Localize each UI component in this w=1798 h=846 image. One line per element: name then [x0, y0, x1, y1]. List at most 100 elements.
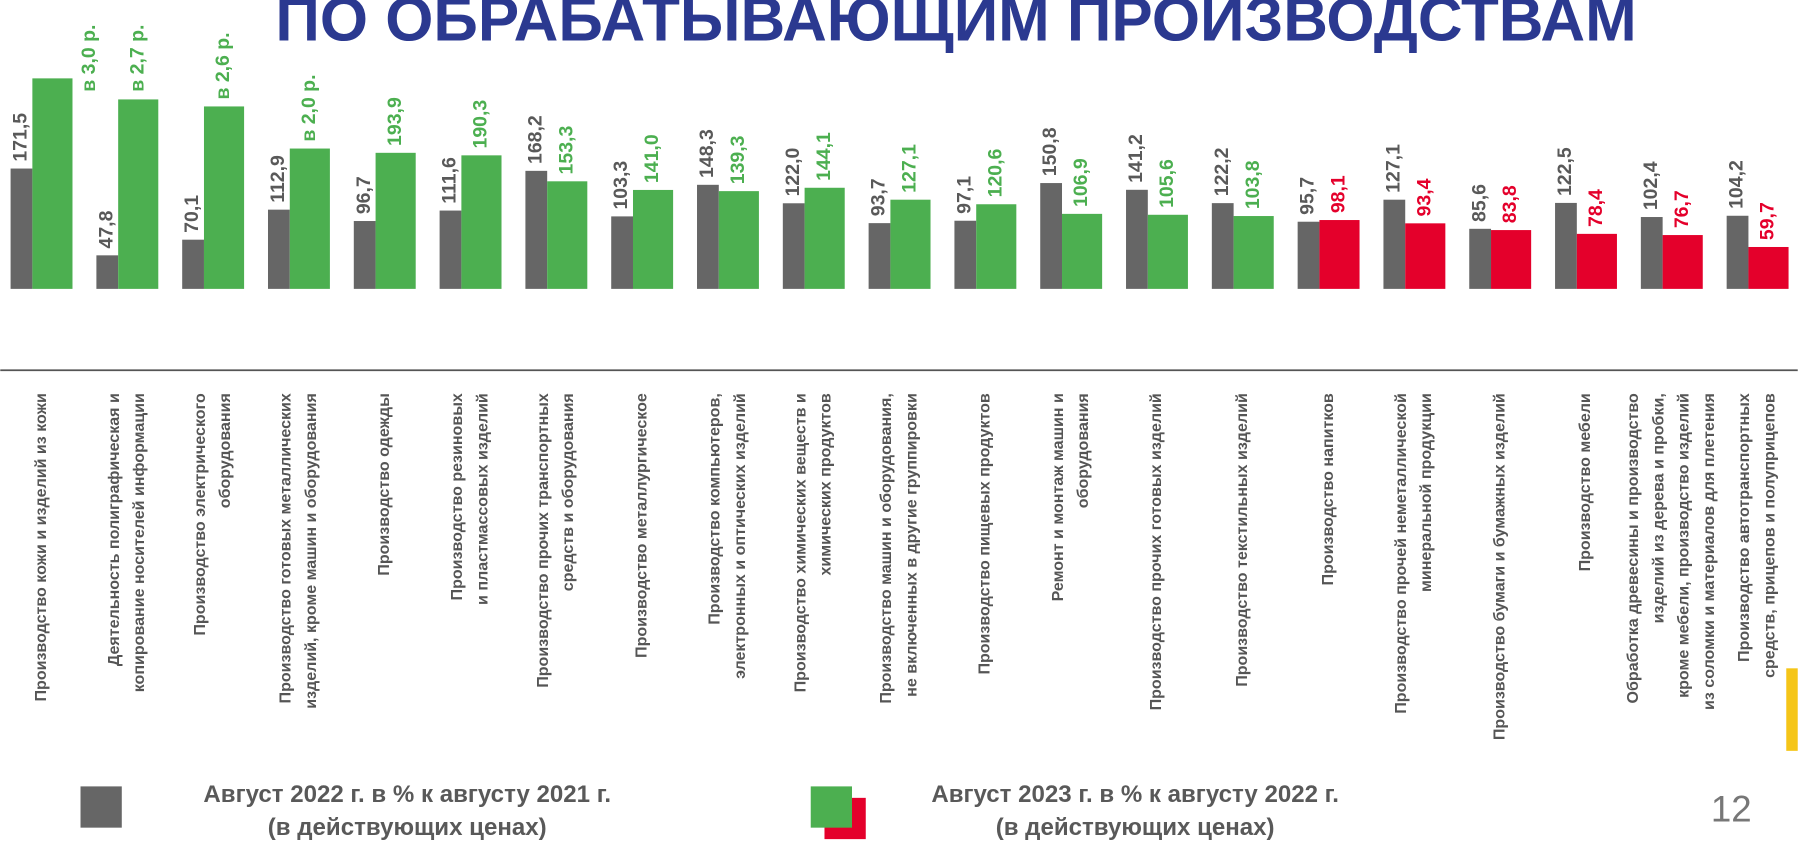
- category-label: средств и оборудования: [559, 393, 577, 591]
- category-label: изделий, кроме машин и оборудования: [302, 393, 320, 709]
- category-label: Производство металлургическое: [632, 393, 650, 658]
- value-label: 103,8: [1242, 160, 1264, 209]
- bar: [267, 209, 290, 289]
- value-label: 120,6: [984, 148, 1006, 197]
- value-label: 106,9: [1070, 158, 1092, 207]
- bar: [375, 152, 416, 289]
- bar: [954, 220, 977, 289]
- category-label: Производство текстильных изделий: [1233, 393, 1251, 687]
- bar: [697, 184, 719, 289]
- bar: [1297, 221, 1320, 289]
- value-label: 112,9: [267, 155, 289, 203]
- category-label: Производство химических веществ и: [791, 393, 809, 692]
- category-label: Производство напитков: [1319, 393, 1337, 585]
- bar: [1383, 199, 1406, 289]
- category-label: кроме мебели, производство изделий: [1675, 393, 1693, 698]
- bar: [890, 199, 931, 289]
- bar: [611, 216, 633, 289]
- value-label: 148,3: [696, 129, 718, 178]
- value-label: 122,5: [1554, 147, 1576, 196]
- bar: [353, 221, 376, 289]
- category-label: Ремонт и монтаж машин и: [1049, 393, 1067, 601]
- category-label: Деятельность полиграфическая и: [105, 393, 123, 666]
- bar: [868, 223, 891, 289]
- category-label: Производство компьютеров,: [706, 393, 724, 625]
- category-label: Производство бумаги и бумажных изделий: [1490, 393, 1508, 740]
- category-label: Производство прочих готовых изделий: [1147, 393, 1165, 710]
- value-label: 97,1: [953, 176, 975, 214]
- category-label: копирование носителей информации: [130, 393, 148, 692]
- value-label: 93,7: [868, 178, 890, 216]
- category-label: из соломки и материалов для плетения: [1700, 393, 1718, 710]
- bar: [1491, 230, 1532, 289]
- value-label: 127,1: [1382, 144, 1404, 193]
- bar: [1147, 214, 1188, 289]
- bar: [1233, 216, 1274, 289]
- category-label: минеральной продукции: [1417, 393, 1435, 592]
- bar: [1062, 213, 1103, 289]
- category-label: Производство одежды: [375, 393, 393, 575]
- category-label: Производство пищевых продуктов: [976, 393, 994, 674]
- category-label: Производство резиновых: [448, 393, 466, 600]
- value-label: в 3,0 р.: [78, 25, 100, 92]
- bar: [632, 189, 674, 289]
- bar: [1640, 217, 1663, 289]
- bar: [96, 255, 119, 289]
- category-label: Обработка древесины и производство: [1624, 393, 1642, 703]
- legend-label: (в действующих ценах): [268, 814, 547, 841]
- value-label: 111,6: [439, 157, 461, 204]
- legend-swatch: [810, 786, 852, 828]
- category-label: Производство электрического: [191, 393, 209, 636]
- bar: [461, 155, 502, 289]
- value-label: 139,3: [727, 135, 749, 184]
- bar: [1319, 220, 1360, 289]
- bar: [718, 191, 759, 289]
- legend-label: (в действующих ценах): [996, 814, 1275, 841]
- value-label: 98,1: [1328, 175, 1350, 213]
- value-label: 47,8: [95, 210, 117, 248]
- bar: [203, 106, 245, 289]
- value-label: 102,4: [1640, 161, 1662, 210]
- category-label: Производство кожи и изделий из кожи: [32, 393, 50, 701]
- value-label: 85,6: [1468, 184, 1490, 222]
- category-label: Производство прочей неметаллической: [1392, 393, 1410, 714]
- bar: [10, 168, 33, 289]
- value-label: 96,7: [353, 176, 375, 214]
- category-label: средств, прицепов и полуприцепов: [1760, 393, 1778, 678]
- bar: [289, 148, 330, 289]
- value-label: в 2,0 р.: [298, 75, 320, 142]
- value-label: 76,7: [1671, 190, 1693, 228]
- value-label: 78,4: [1585, 189, 1607, 227]
- bar: [547, 181, 588, 289]
- value-label: 93,4: [1413, 178, 1435, 216]
- bar: [182, 239, 204, 289]
- category-label: электронных и оптических изделий: [731, 393, 749, 679]
- value-label: 193,9: [384, 97, 406, 146]
- value-label: 122,0: [782, 148, 804, 197]
- value-label: 70,1: [181, 195, 203, 233]
- category-label: оборудования: [1074, 393, 1092, 508]
- bar: [1576, 233, 1617, 289]
- category-label: не включенных в другие группировки: [902, 393, 920, 697]
- category-label: Производство машин и оборудования,: [877, 393, 895, 703]
- value-label: 95,7: [1297, 177, 1319, 215]
- value-label: 127,1: [899, 144, 921, 193]
- bar: [1469, 228, 1492, 289]
- value-label: 168,2: [524, 115, 546, 164]
- bar: [804, 187, 845, 289]
- bar: [976, 204, 1017, 289]
- bar: [1662, 235, 1703, 289]
- value-label: 171,5: [10, 113, 32, 162]
- bar: [1555, 202, 1577, 289]
- value-label: в 2,6 р.: [212, 32, 234, 99]
- category-label: Производство автотранспортных: [1735, 393, 1753, 662]
- value-label: 153,3: [555, 126, 577, 175]
- bar: [1211, 203, 1234, 289]
- category-label: изделий из дерева и пробки,: [1649, 393, 1667, 623]
- legend-label: Август 2022 г. в % к августу 2021 г.: [203, 781, 611, 808]
- bar: [439, 210, 462, 289]
- category-label: химических продуктов: [817, 393, 835, 575]
- value-label: 103,3: [610, 161, 632, 210]
- value-label: 141,2: [1125, 134, 1147, 183]
